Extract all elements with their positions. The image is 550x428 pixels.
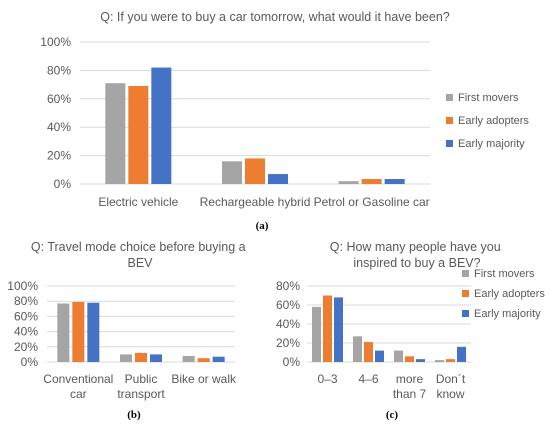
bar-first-movers-petrol-or-gasoline-car [338,181,359,184]
y-tick-label: 40% [276,317,300,331]
chart-c-title-line-1: Q: How many people have you [330,240,501,254]
bar-early-adopters-0-3 [323,295,332,362]
bar-early-adopters-bike-or-walk [197,358,210,362]
x-category-label: Rechargeable hybrid [200,195,311,209]
legend-label: First movers [474,268,535,280]
chart-a: Q: If you were to buy a car tomorrow, wh… [40,10,529,232]
bar-early-adopters-petrol-or-gasoline-car [361,179,382,184]
bar-early-adopters-conventional-car [72,301,85,362]
chart-b-title: Q: Travel mode choice before buying a BE… [31,240,249,270]
bar-early-majority-4-6 [375,350,384,362]
bar-first-movers-4-6 [353,336,362,362]
y-tick-label: 0% [54,177,72,191]
x-category-label: Electric vehicle [98,195,178,209]
y-tick-label: 20% [276,336,300,350]
bar-early-majority-bike-or-walk [212,356,225,362]
y-tick-label: 0% [21,355,39,369]
chart-a-legend: First movers Early adopters Early majority [446,92,529,150]
bar-early-adopters-public-transport [135,352,147,362]
bar-early-majority-0-3 [334,297,343,362]
chart-b-y-axis: 0%20%40% 60%80%100% [7,279,38,369]
y-tick-label: 60% [14,309,38,323]
y-tick-label: 40% [47,120,71,134]
chart-a-x-axis: Electric vehicle Rechargeable hybrid Petro… [98,195,429,209]
legend-label: Early majority [458,138,525,150]
y-tick-label: 20% [14,340,38,354]
y-tick-label: 80% [47,63,71,77]
chart-c: Q: How many people have you inspired to … [276,240,545,421]
y-tick-label: 100% [7,279,38,293]
chart-b: Q: Travel mode choice before buying a BE… [7,240,249,421]
chart-c-y-axis: 0% 20% 40% 60% 80% [276,279,300,369]
x-category-label: Petrol or Gasoline car [314,195,430,209]
bar-early-adopters-don-t-know [446,359,455,362]
x-category-label: Don´t know [436,372,466,401]
legend-label: Early adopters [458,115,529,127]
chart-b-title-line-1: Q: Travel mode choice before buying a [31,240,246,254]
legend-swatch [462,270,469,277]
x-category-label: 4–6 [358,372,378,386]
y-tick-label: 20% [47,149,71,163]
bar-first-movers-rechargeable-hybrid [222,161,242,184]
bar-early-adopters-rechargeable-hybrid [245,158,265,184]
bar-early-majority-rechargeable-hybrid [268,174,288,184]
bar-early-majority-electric-vehicle [151,67,172,184]
x-category-label: Conventional car [43,372,113,401]
legend-label: First movers [458,92,519,104]
x-category-label: Bike or walk [171,372,237,386]
bar-early-majority-don-t-know [457,346,466,362]
x-category-label: more than 7 [393,372,427,401]
chart-c-x-axis: 0–3 4–6 more than 7 Don´t know [317,372,465,401]
bar-first-movers-don-t-know [435,360,444,362]
legend-swatch [446,117,453,124]
bar-first-movers-public-transport [120,354,132,362]
y-tick-label: 60% [47,92,71,106]
bar-early-adopters-more-than-7 [405,356,414,362]
y-tick-label: 80% [276,279,300,293]
bar-early-majority-conventional-car [87,302,100,362]
y-tick-label: 100% [40,35,71,49]
bar-early-majority-public-transport [150,354,162,362]
bar-first-movers-bike-or-walk [182,355,195,362]
legend-swatch [462,290,469,297]
y-tick-label: 40% [14,325,38,339]
bar-first-movers-conventional-car [57,303,70,362]
chart-c-title-line-2: inspired to buy a BEV? [353,256,480,270]
bar-early-adopters-4-6 [364,342,373,362]
y-tick-label: 80% [14,294,38,308]
chart-b-title-line-2: BEV [127,256,153,270]
legend-swatch [462,310,469,317]
y-tick-label: 0% [283,355,301,369]
chart-c-caption: (c) [386,409,399,421]
bar-early-majority-more-than-7 [416,359,425,362]
chart-c-bars [312,295,466,362]
chart-c-legend: First movers Early adopters Early majority [462,268,545,320]
chart-a-bars [105,67,405,184]
chart-c-title: Q: How many people have you inspired to … [330,240,504,270]
bar-first-movers-electric-vehicle [105,83,126,184]
chart-a-caption: (a) [256,220,269,232]
legend-label: Early adopters [474,288,545,300]
chart-b-caption: (b) [127,409,141,421]
x-category-label: Public transport [117,372,165,401]
legend-label: Early majority [474,308,541,320]
chart-b-bars [57,301,225,362]
legend-swatch [446,140,453,147]
chart-a-title: Q: If you were to buy a car tomorrow, wh… [100,10,450,24]
bar-first-movers-0-3 [312,306,321,362]
x-category-label: 0–3 [317,372,337,386]
y-tick-label: 60% [276,298,300,312]
legend-swatch [446,94,453,101]
bar-early-majority-petrol-or-gasoline-car [384,179,405,184]
chart-a-y-axis: 0% 20% 40% 60% 80% 100% [40,35,71,191]
bar-early-adopters-electric-vehicle [128,86,149,184]
bar-first-movers-more-than-7 [394,350,403,362]
